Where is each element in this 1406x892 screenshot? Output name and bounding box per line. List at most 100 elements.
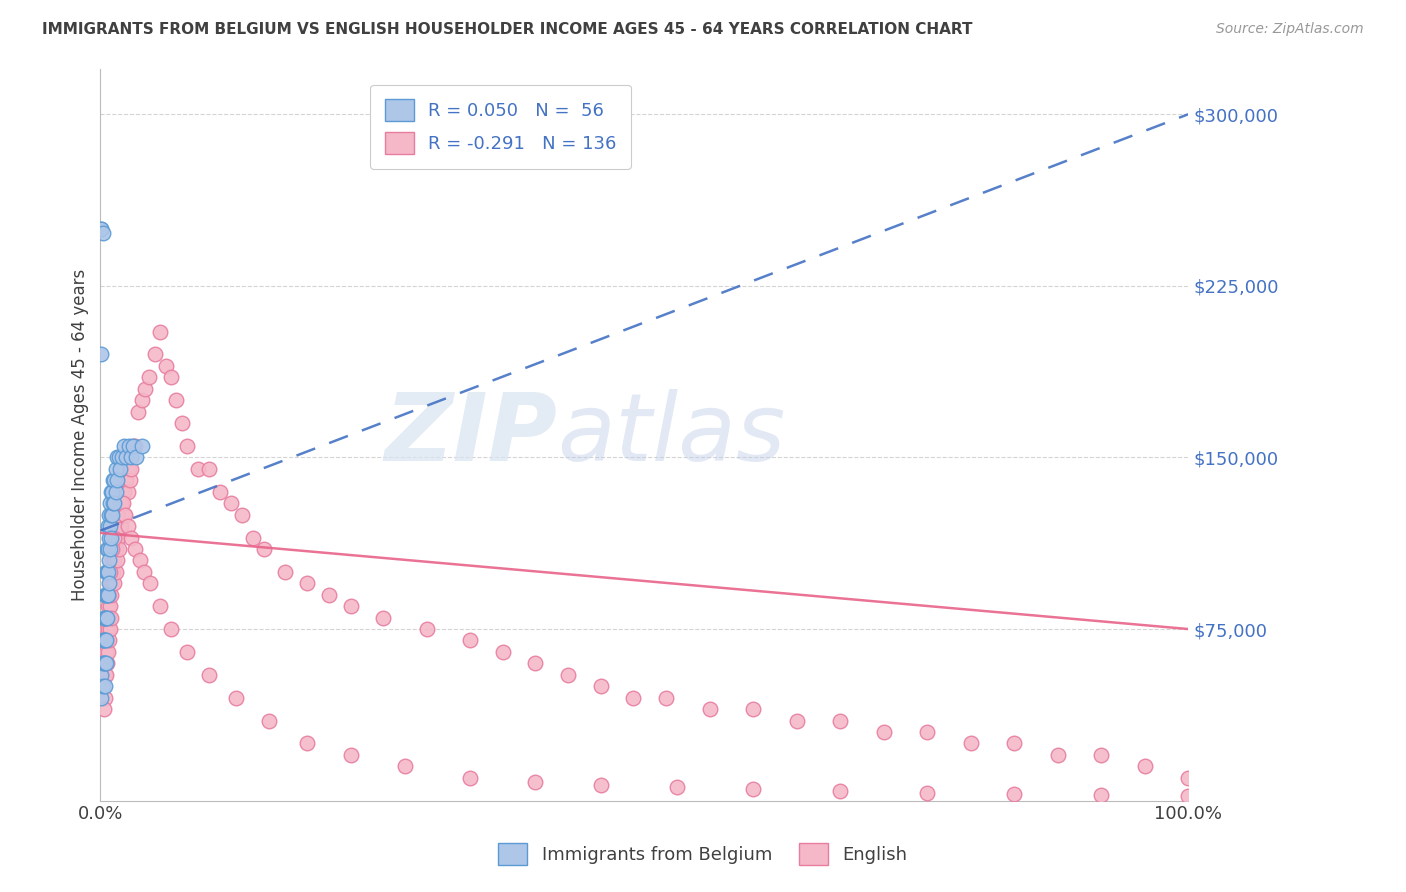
Point [110, 496, 132, 510]
Point [655, 690, 678, 705]
Point [90, 347, 112, 361]
Point [98, 565, 121, 579]
Point [103, 473, 125, 487]
Point [118, 473, 141, 487]
Point [122, 439, 145, 453]
Point [98, 576, 121, 591]
Point [104, 462, 127, 476]
Point [257, 714, 280, 728]
Point [97, 588, 120, 602]
Point [90, 221, 112, 235]
Point [111, 484, 134, 499]
Point [117, 484, 139, 499]
Point [107, 508, 129, 522]
Point [127, 405, 149, 419]
Point [103, 496, 125, 510]
Point [93, 633, 115, 648]
Point [1177, 771, 1199, 785]
Point [94, 610, 117, 624]
Point [103, 576, 125, 591]
Point [103, 565, 125, 579]
Point [101, 484, 124, 499]
Point [93, 690, 115, 705]
Point [111, 450, 134, 465]
Point [160, 370, 183, 384]
Legend: R = 0.050   N =  56, R = -0.291   N = 136: R = 0.050 N = 56, R = -0.291 N = 136 [370, 85, 631, 169]
Point [252, 541, 274, 556]
Point [110, 519, 132, 533]
Point [97, 645, 120, 659]
Point [124, 541, 146, 556]
Point [100, 508, 122, 522]
Point [100, 531, 122, 545]
Point [105, 531, 128, 545]
Point [104, 484, 127, 499]
Point [98, 508, 121, 522]
Point [187, 462, 209, 476]
Point [103, 541, 125, 556]
Point [1177, 789, 1199, 803]
Point [103, 553, 125, 567]
Point [91, 226, 114, 240]
Point [93, 679, 115, 693]
Point [93, 657, 115, 671]
Point [98, 599, 121, 614]
Point [100, 610, 122, 624]
Point [103, 531, 125, 545]
Point [93, 633, 115, 648]
Point [458, 633, 481, 648]
Point [105, 508, 128, 522]
Point [105, 508, 128, 522]
Point [198, 667, 221, 681]
Point [139, 576, 162, 591]
Point [117, 462, 139, 476]
Point [105, 473, 128, 487]
Point [108, 496, 131, 510]
Point [93, 610, 115, 624]
Point [108, 462, 131, 476]
Point [97, 541, 120, 556]
Point [98, 633, 121, 648]
Point [103, 496, 125, 510]
Point [621, 690, 644, 705]
Point [101, 576, 124, 591]
Point [128, 553, 150, 567]
Point [915, 725, 938, 739]
Point [176, 439, 198, 453]
Point [97, 599, 120, 614]
Point [111, 508, 134, 522]
Point [98, 588, 121, 602]
Point [98, 610, 121, 624]
Point [786, 714, 808, 728]
Point [1002, 736, 1025, 750]
Text: ZIP: ZIP [384, 389, 557, 481]
Point [97, 588, 120, 602]
Point [98, 519, 121, 533]
Point [1046, 747, 1069, 762]
Point [524, 775, 547, 789]
Point [98, 496, 121, 510]
Point [103, 473, 125, 487]
Point [94, 588, 117, 602]
Point [120, 531, 142, 545]
Point [557, 667, 579, 681]
Y-axis label: Householder Income Ages 45 - 64 years: Householder Income Ages 45 - 64 years [72, 268, 89, 600]
Point [107, 531, 129, 545]
Point [373, 610, 395, 624]
Point [339, 599, 361, 614]
Point [112, 496, 135, 510]
Point [105, 450, 128, 465]
Point [112, 484, 135, 499]
Point [100, 588, 122, 602]
Point [93, 610, 115, 624]
Text: IMMIGRANTS FROM BELGIUM VS ENGLISH HOUSEHOLDER INCOME AGES 45 - 64 YEARS CORRELA: IMMIGRANTS FROM BELGIUM VS ENGLISH HOUSE… [42, 22, 973, 37]
Point [100, 484, 122, 499]
Point [101, 553, 124, 567]
Point [96, 588, 118, 602]
Point [96, 657, 118, 671]
Point [93, 702, 115, 716]
Text: atlas: atlas [557, 389, 786, 480]
Point [96, 541, 118, 556]
Point [108, 450, 131, 465]
Point [114, 473, 136, 487]
